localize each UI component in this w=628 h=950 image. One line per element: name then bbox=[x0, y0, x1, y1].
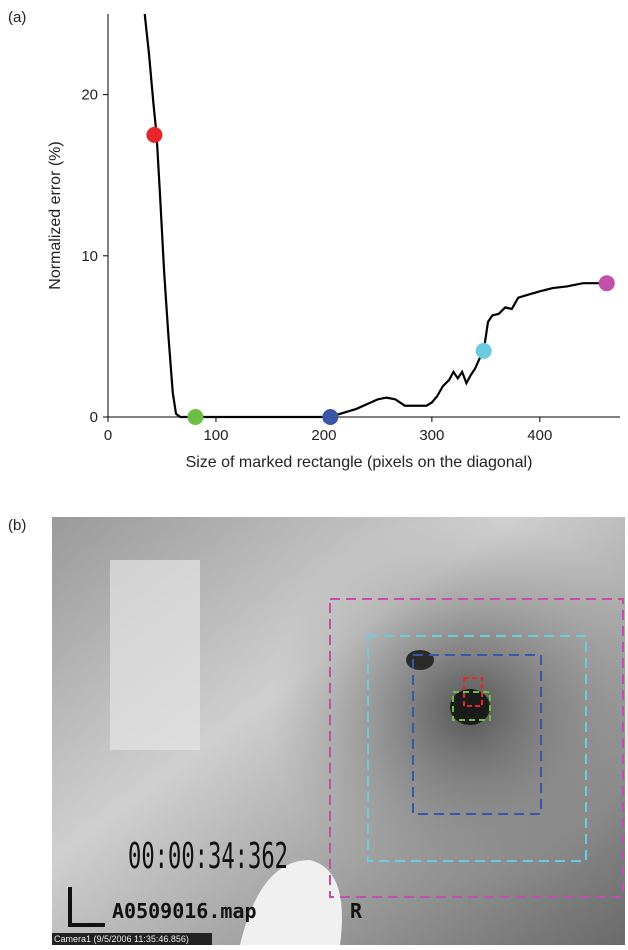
marker bbox=[322, 409, 338, 425]
x-tick-label: 100 bbox=[203, 427, 228, 444]
data-line bbox=[145, 14, 607, 417]
panel-label: (a) bbox=[8, 9, 26, 26]
y-tick-label: 0 bbox=[90, 409, 98, 426]
ear bbox=[406, 650, 434, 670]
timer: 00:00:34:362 bbox=[128, 836, 288, 877]
marker bbox=[599, 275, 615, 291]
x-tick-label: 300 bbox=[419, 427, 444, 444]
panel-label: (b) bbox=[8, 517, 26, 534]
marker bbox=[476, 343, 492, 359]
y-tick-label: 20 bbox=[81, 87, 98, 104]
caption: Camera1 (9/5/2006 11:35:46.856) bbox=[54, 934, 189, 944]
figure: (a) 010200100200300400Size of marked rec… bbox=[0, 0, 628, 945]
apparatus bbox=[110, 560, 200, 750]
marker bbox=[187, 409, 203, 425]
x-tick-label: 200 bbox=[311, 427, 336, 444]
x-axis-label: Size of marked rectangle (pixels on the … bbox=[186, 454, 533, 471]
filename: A0509016.map bbox=[112, 899, 257, 923]
x-tick-label: 0 bbox=[104, 427, 112, 444]
y-axis-label: Normalized error (%) bbox=[47, 141, 64, 289]
page: (a) 010200100200300400Size of marked rec… bbox=[0, 0, 628, 945]
x-tick-label: 400 bbox=[527, 427, 552, 444]
y-tick-label: 10 bbox=[81, 248, 98, 265]
marker bbox=[146, 127, 162, 143]
flag: R bbox=[350, 899, 363, 923]
photo: 00:00:34:362 A0509016.map R Camera1 (9/5… bbox=[52, 517, 628, 945]
